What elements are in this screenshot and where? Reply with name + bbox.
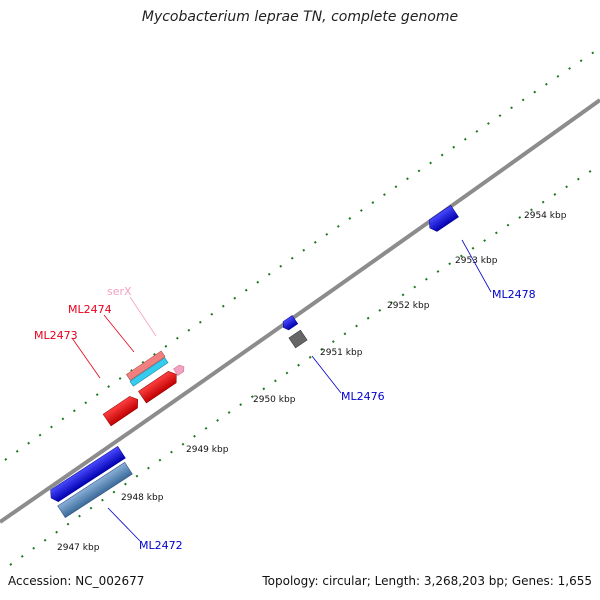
gene-ml2478[interactable]	[426, 205, 459, 233]
gene-ml2472-partner[interactable]	[57, 461, 133, 519]
leader-line-ml2473	[71, 337, 101, 379]
tick-label: 2953 kbp	[455, 256, 498, 266]
gene-ml2472[interactable]	[47, 445, 126, 503]
gene-ml2476[interactable]	[281, 315, 299, 331]
genome-summary-text: Topology: circular; Length: 3,268,203 bp…	[262, 574, 592, 588]
leader-line-ml2472	[107, 507, 141, 542]
gene-ml2473[interactable]	[102, 394, 142, 427]
gene-ml2474-annotation-strip-2[interactable]	[129, 357, 169, 387]
leader-line-ml2478	[461, 239, 492, 293]
tick-label: 2954 kbp	[524, 211, 567, 221]
gene-label-ml2473: ML2473	[34, 329, 78, 342]
accession-text: Accession: NC_002677	[8, 574, 145, 588]
tick-label: 2950 kbp	[253, 395, 296, 405]
gene-label-ml2476: ML2476	[341, 390, 385, 403]
outer-tick-track	[4, 47, 600, 461]
tick-label: 2948 kbp	[121, 493, 164, 503]
gene-ml2474[interactable]	[138, 368, 181, 404]
genome-backbone	[0, 98, 600, 524]
tick-label: 2947 kbp	[57, 543, 100, 553]
gene-label-serx: serX	[107, 285, 132, 298]
leader-line-ml2474	[103, 314, 135, 353]
gene-ml2474-annotation-strip[interactable]	[126, 350, 166, 381]
map-title: Mycobacterium leprae TN, complete genome	[141, 9, 459, 25]
gene-label-ml2472: ML2472	[139, 539, 183, 552]
tick-label: 2949 kbp	[186, 445, 229, 455]
gene-label-ml2474: ML2474	[68, 303, 112, 316]
inner-tick-track	[9, 164, 600, 566]
tick-label: 2951 kbp	[320, 348, 363, 358]
gene-label-ml2478: ML2478	[492, 288, 536, 301]
gene-serx[interactable]	[173, 363, 186, 376]
tick-label: 2952 kbp	[387, 301, 430, 311]
leader-line-ml2476	[311, 355, 342, 394]
gene-ml2476-partner[interactable]	[288, 329, 308, 349]
leader-line-serx	[129, 296, 157, 337]
